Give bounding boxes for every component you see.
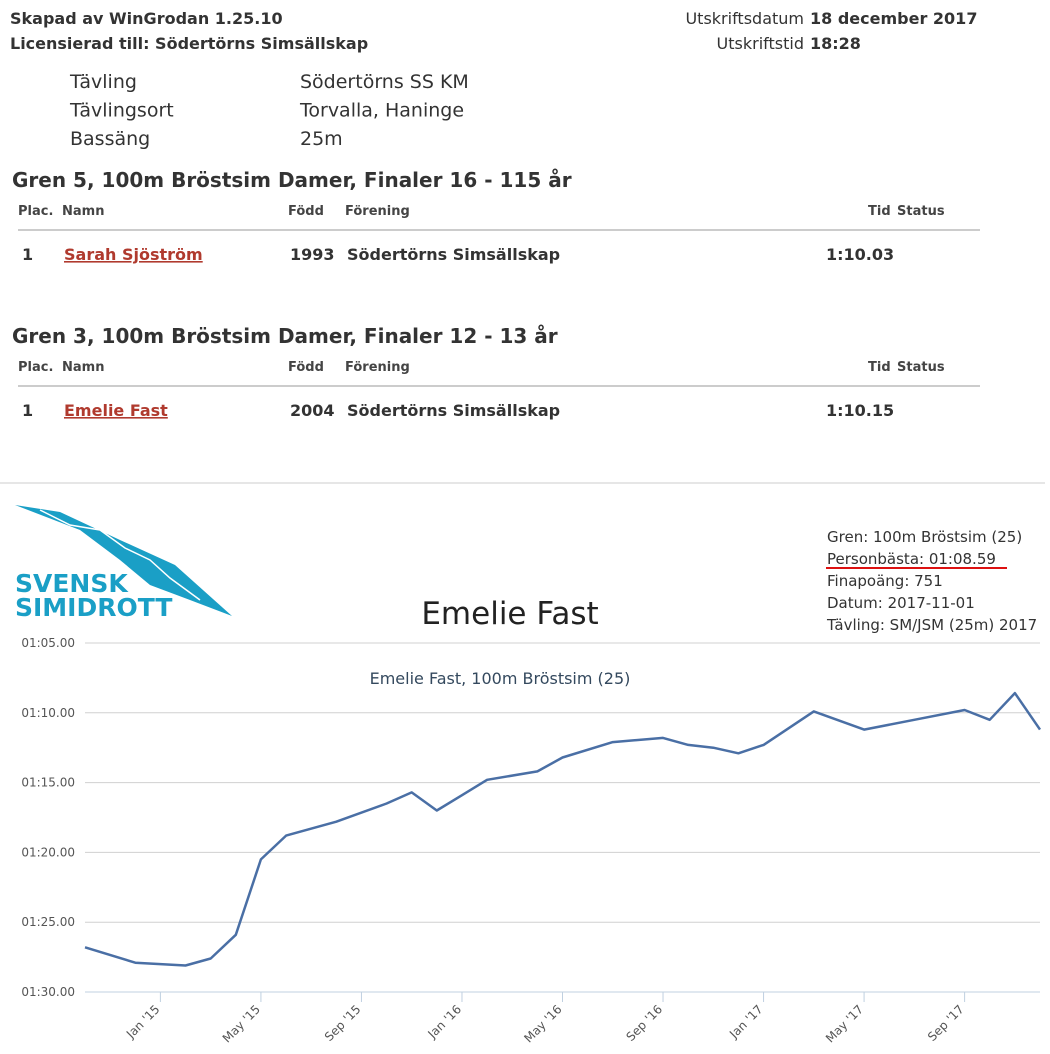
cell: Södertörns Simsällskap — [347, 245, 560, 264]
y-tick-label: 01:30.00 — [21, 985, 75, 999]
meta-label: Tävling — [69, 71, 137, 93]
profile-name: Emelie Fast — [421, 596, 598, 632]
meta-value: 25m — [300, 128, 343, 150]
x-tick-label: May '15 — [220, 1002, 263, 1045]
info-line: Gren: 100m Bröstsim (25) — [827, 528, 1022, 546]
x-tick-label: Jan '15 — [123, 1002, 163, 1042]
y-tick-label: 01:10.00 — [21, 706, 75, 720]
event-title: Gren 3, 100m Bröstsim Damer, Finaler 12 … — [12, 324, 558, 348]
y-tick-label: 01:25.00 — [21, 915, 75, 929]
cell: 1993 — [290, 245, 335, 264]
x-tick-label: Jan '17 — [726, 1002, 766, 1042]
meta-label: Tävlingsort — [69, 100, 174, 122]
column-header: Född — [288, 204, 324, 219]
x-tick-label: Sep '15 — [322, 1002, 364, 1044]
cell: 1 — [22, 401, 33, 420]
column-header: Namn — [62, 360, 104, 375]
meta-value: Torvalla, Haninge — [299, 100, 464, 122]
print-time: 18:28 — [810, 34, 861, 53]
print-date: 18 december 2017 — [810, 9, 977, 28]
event-title: Gren 5, 100m Bröstsim Damer, Finaler 16 … — [12, 168, 572, 192]
x-tick-label: Sep '16 — [623, 1002, 665, 1044]
cell: 1:10.15 — [826, 401, 894, 420]
info-line: Personbästa: 01:08.59 — [827, 550, 996, 568]
column-header: Förening — [345, 360, 410, 375]
licensed: Licensierad till: Södertörns Simsällskap — [10, 34, 368, 53]
x-tick-label: May '17 — [823, 1002, 866, 1045]
logo-text: SVENSK — [15, 569, 129, 598]
cell: 1:10.03 — [826, 245, 894, 264]
column-header: Född — [288, 360, 324, 375]
chart-title: Emelie Fast, 100m Bröstsim (25) — [370, 669, 631, 688]
column-header: Plac. — [18, 204, 53, 219]
column-header: Tid — [868, 360, 891, 375]
athlete-link[interactable]: Emelie Fast — [64, 401, 168, 420]
meta-value: Södertörns SS KM — [300, 71, 469, 93]
x-tick-label: Jan '16 — [425, 1002, 465, 1042]
cell: 1 — [22, 245, 33, 264]
created: Skapad av WinGrodan 1.25.10 — [10, 9, 283, 28]
meta-label: Bassäng — [70, 128, 150, 150]
y-tick-label: 01:15.00 — [21, 776, 75, 790]
column-header: Status — [897, 204, 945, 219]
info-line: Tävling: SM/JSM (25m) 2017 — [826, 616, 1037, 634]
logo: SVENSK SIMIDROTT — [15, 505, 232, 622]
info-line: Datum: 2017-11-01 — [827, 594, 975, 612]
y-tick-label: 01:05.00 — [21, 636, 75, 650]
column-header: Plac. — [18, 360, 53, 375]
athlete-link[interactable]: Sarah Sjöström — [64, 245, 203, 264]
column-header: Status — [897, 360, 945, 375]
y-tick-label: 01:20.00 — [21, 845, 75, 859]
logo-text: SIMIDROTT — [15, 593, 172, 622]
column-header: Förening — [345, 204, 410, 219]
column-header: Tid — [868, 204, 891, 219]
cell: Södertörns Simsällskap — [347, 401, 560, 420]
cell: 2004 — [290, 401, 335, 420]
series-line — [84, 691, 1042, 967]
print-date-label: Utskriftsdatum — [685, 9, 804, 28]
x-tick-label: Sep '17 — [925, 1002, 967, 1044]
column-header: Namn — [62, 204, 104, 219]
info-line: Finapoäng: 751 — [827, 572, 943, 590]
print-time-label: Utskriftstid — [717, 34, 804, 53]
x-tick-label: May '16 — [521, 1002, 564, 1045]
